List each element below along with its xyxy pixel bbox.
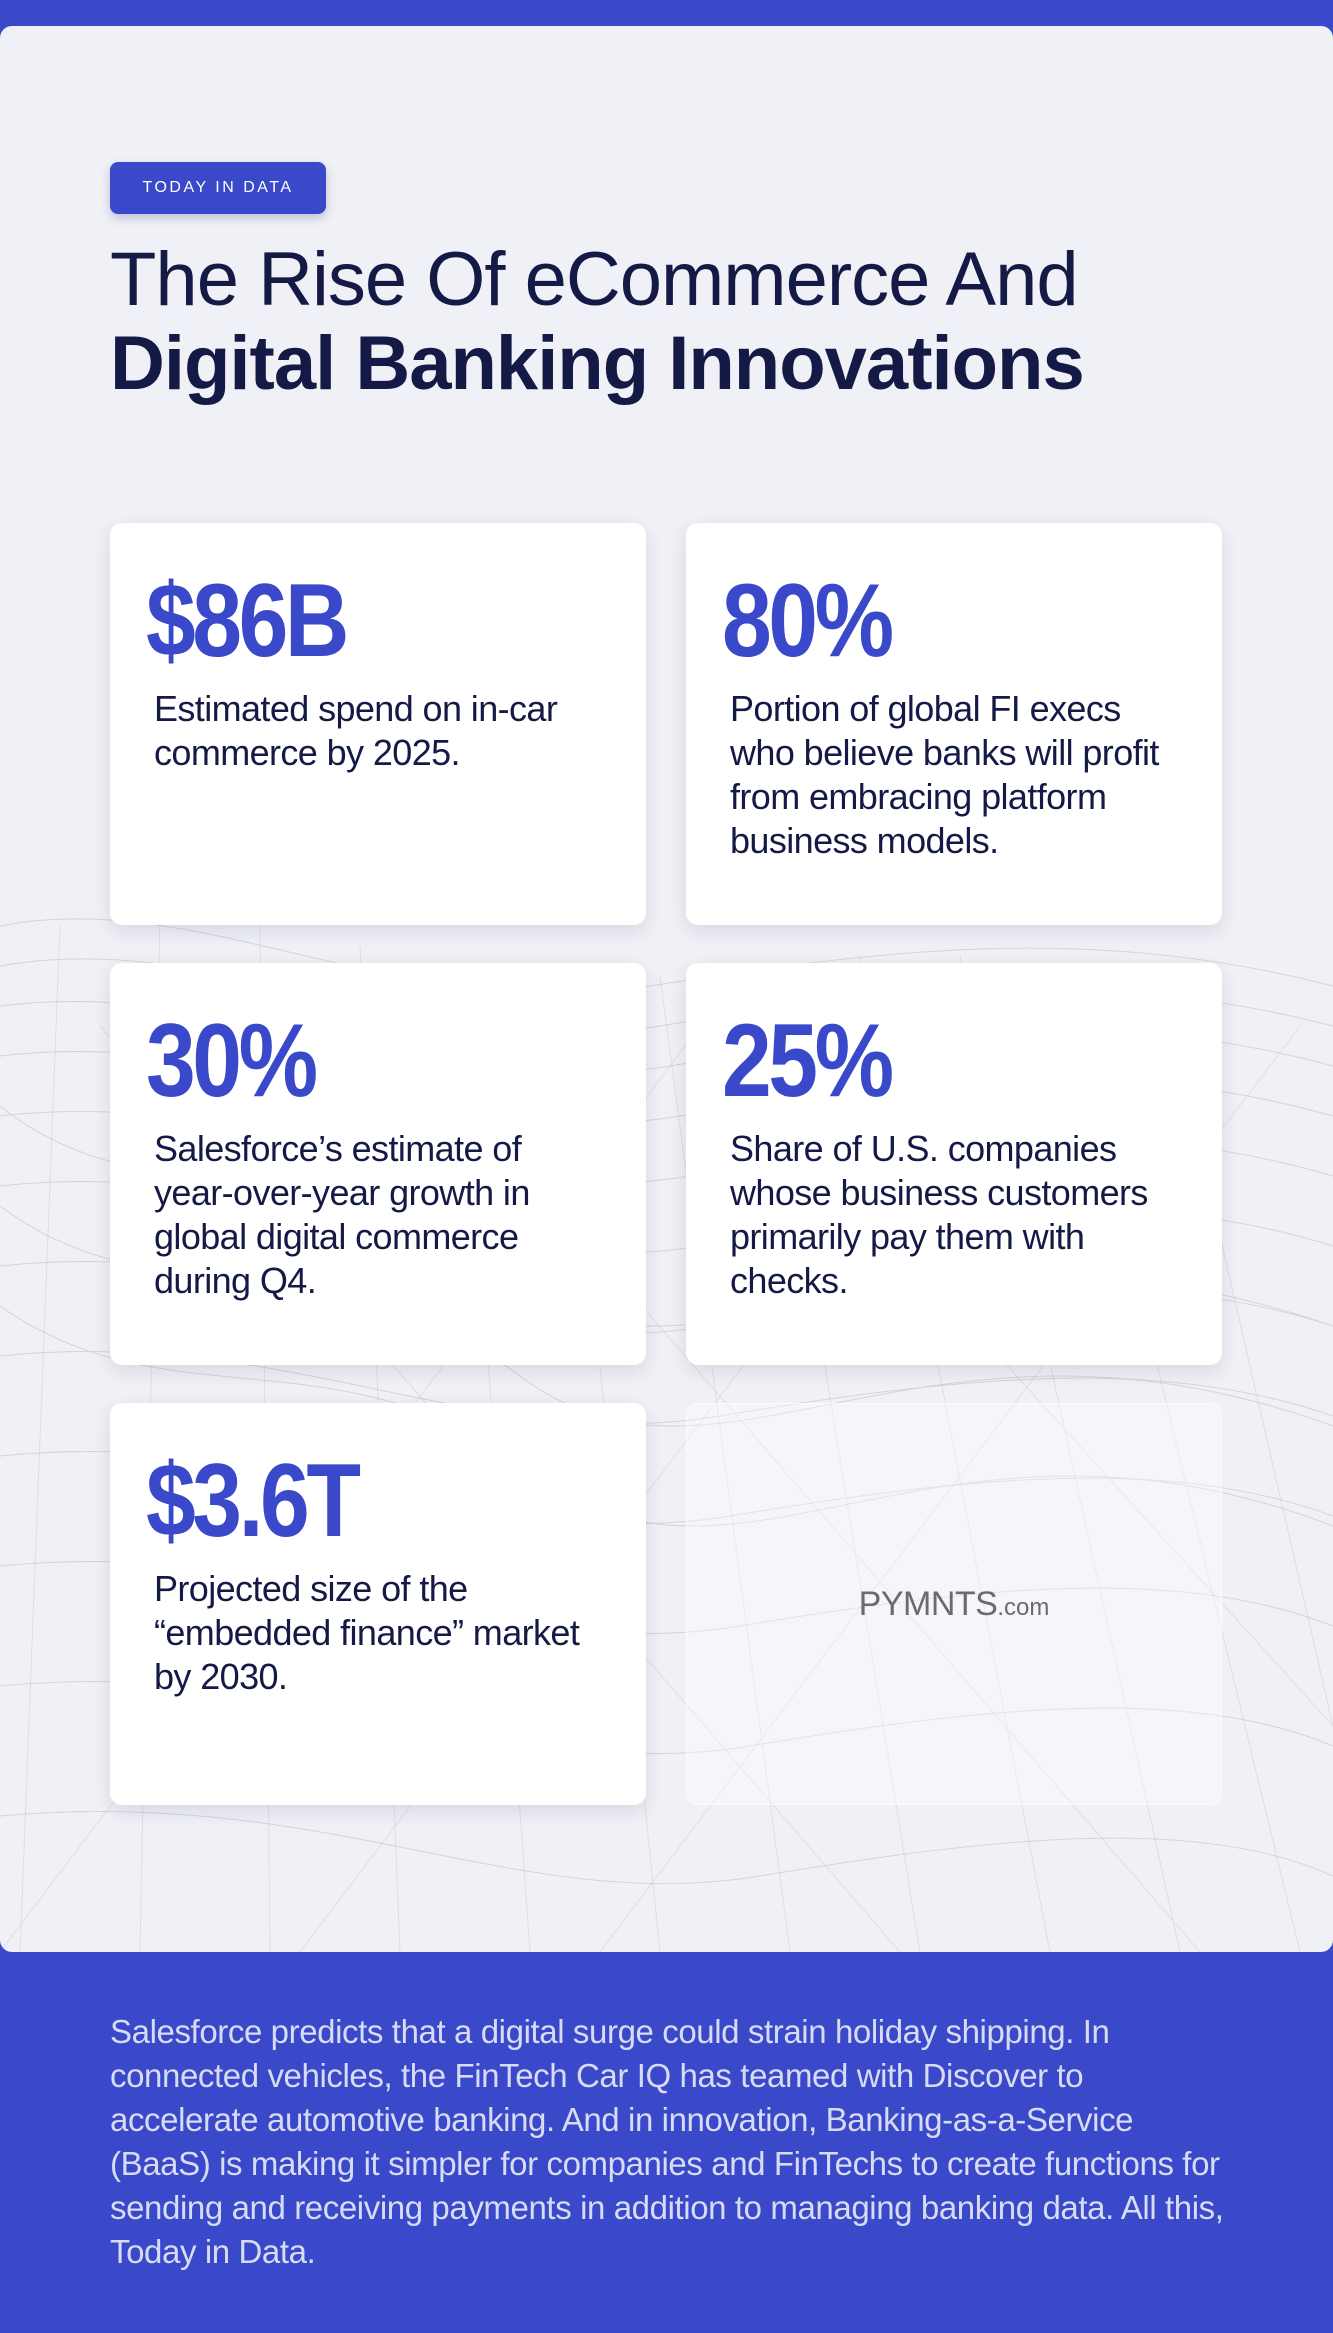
stat-value: 80% — [722, 563, 894, 679]
stat-value: 30% — [146, 1003, 318, 1119]
today-in-data-badge: TODAY IN DATA — [110, 162, 326, 214]
page-title-line1: The Rise Of eCommerce And — [110, 237, 1079, 322]
top-band — [0, 0, 1333, 26]
stat-value: $86B — [146, 563, 349, 679]
stat-value: 25% — [722, 1003, 894, 1119]
stat-card-fi-execs: 80% Portion of global FI execs who belie… — [686, 523, 1222, 925]
stat-card-embedded-finance: $3.6T Projected size of the “embedded fi… — [110, 1403, 646, 1805]
stat-description: Projected size of the “embedded finance”… — [154, 1568, 580, 1697]
summary-paragraph: Salesforce predicts that a digital surge… — [110, 2013, 1224, 2270]
pymnts-logo-card: PYMNTS.com — [686, 1403, 1222, 1805]
stat-card-check-payments: 25% Share of U.S. companies whose busine… — [686, 963, 1222, 1365]
logo-wordmark: PYMNTS — [858, 1584, 998, 1623]
stat-value: $3.6T — [146, 1443, 361, 1559]
stat-description: Estimated spend on in-car commerce by 20… — [154, 688, 558, 773]
stat-description: Share of U.S. companies whose business c… — [730, 1128, 1148, 1301]
stat-card-digital-commerce-growth: 30% Salesforce’s estimate of year-over-y… — [110, 963, 646, 1365]
page-title-line2: Digital Banking Innovations — [110, 321, 1085, 406]
content-panel: TODAY IN DATA The Rise Of eCommerce And … — [0, 26, 1333, 1952]
logo-domain: .com — [997, 1593, 1050, 1621]
stat-description: Salesforce’s estimate of year-over-year … — [154, 1128, 530, 1301]
pymnts-logo: PYMNTS.com — [859, 1585, 1050, 1624]
stat-description: Portion of global FI execs who believe b… — [730, 688, 1159, 861]
stat-card-in-car-commerce: $86B Estimated spend on in-car commerce … — [110, 523, 646, 925]
